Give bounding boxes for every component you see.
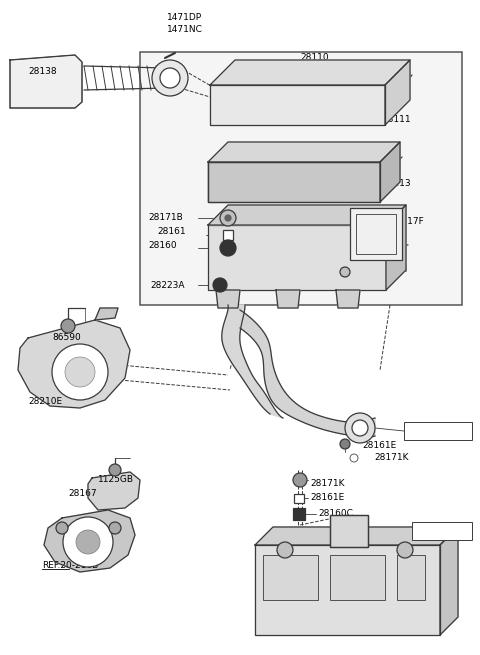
Text: 28161E: 28161E: [310, 493, 344, 502]
Text: 1125GB: 1125GB: [98, 476, 134, 485]
Polygon shape: [210, 60, 410, 85]
Text: 1471DP: 1471DP: [167, 14, 202, 22]
Circle shape: [213, 278, 227, 292]
Polygon shape: [88, 472, 140, 510]
Bar: [294, 494, 304, 503]
Text: 28161E: 28161E: [362, 441, 396, 451]
Circle shape: [76, 530, 100, 554]
Polygon shape: [276, 290, 300, 308]
Circle shape: [277, 542, 293, 558]
Circle shape: [152, 60, 188, 96]
Text: 28190: 28190: [416, 525, 444, 534]
Polygon shape: [255, 545, 440, 635]
Bar: [350, 208, 402, 260]
Circle shape: [340, 267, 350, 277]
Circle shape: [109, 464, 121, 476]
Polygon shape: [386, 205, 406, 290]
Polygon shape: [10, 55, 82, 108]
Circle shape: [52, 344, 108, 400]
Text: 1471NC: 1471NC: [167, 26, 203, 35]
Bar: [293, 508, 305, 520]
Circle shape: [225, 215, 231, 221]
Polygon shape: [240, 310, 375, 437]
Polygon shape: [10, 55, 82, 108]
Circle shape: [397, 542, 413, 558]
Text: 28138: 28138: [28, 67, 57, 77]
Polygon shape: [44, 510, 135, 572]
Circle shape: [61, 319, 75, 333]
Circle shape: [160, 68, 180, 88]
Text: 28117F: 28117F: [390, 217, 424, 227]
Text: 28113: 28113: [382, 179, 410, 187]
Text: 28223A: 28223A: [150, 282, 184, 291]
Bar: [208, 162, 380, 202]
Circle shape: [345, 413, 375, 443]
Polygon shape: [385, 60, 410, 125]
Text: 28160: 28160: [148, 242, 177, 250]
Bar: [208, 162, 380, 202]
Polygon shape: [222, 305, 283, 418]
Text: 28110: 28110: [300, 54, 329, 62]
Circle shape: [340, 439, 350, 449]
Polygon shape: [336, 290, 360, 308]
Circle shape: [65, 357, 95, 387]
Text: 28160C: 28160C: [318, 510, 353, 519]
Text: 28167: 28167: [68, 489, 96, 498]
Bar: [412, 522, 472, 540]
Bar: [330, 515, 368, 547]
Circle shape: [56, 522, 68, 534]
Text: 28171K: 28171K: [310, 479, 345, 489]
Circle shape: [109, 522, 121, 534]
Text: 28174H: 28174H: [372, 265, 407, 274]
Bar: [397, 555, 425, 600]
Polygon shape: [255, 527, 458, 545]
Bar: [330, 555, 385, 600]
Text: 28210E: 28210E: [28, 398, 62, 407]
Polygon shape: [380, 142, 400, 202]
Circle shape: [63, 517, 113, 567]
Text: 28171B: 28171B: [148, 214, 183, 223]
Bar: [404, 422, 472, 440]
Text: 28111: 28111: [382, 115, 410, 124]
Text: 28161: 28161: [157, 227, 186, 236]
Bar: [330, 515, 368, 547]
Polygon shape: [95, 308, 118, 320]
Polygon shape: [208, 142, 400, 162]
Polygon shape: [440, 527, 458, 635]
Polygon shape: [18, 320, 130, 408]
Circle shape: [220, 240, 236, 256]
Text: 86590: 86590: [52, 333, 81, 343]
Bar: [223, 230, 233, 240]
Circle shape: [293, 473, 307, 487]
Circle shape: [220, 210, 236, 226]
Bar: [140, 52, 462, 305]
Bar: [208, 225, 386, 290]
Text: 28171K: 28171K: [374, 453, 408, 462]
Circle shape: [350, 454, 358, 462]
Text: REF.20-216B: REF.20-216B: [42, 561, 98, 569]
Bar: [356, 214, 396, 254]
Text: 28112: 28112: [372, 242, 400, 250]
Polygon shape: [210, 85, 385, 125]
Polygon shape: [216, 290, 240, 308]
Circle shape: [352, 420, 368, 436]
Bar: [263, 555, 318, 600]
Polygon shape: [208, 205, 406, 225]
Text: 28210F: 28210F: [408, 426, 442, 434]
